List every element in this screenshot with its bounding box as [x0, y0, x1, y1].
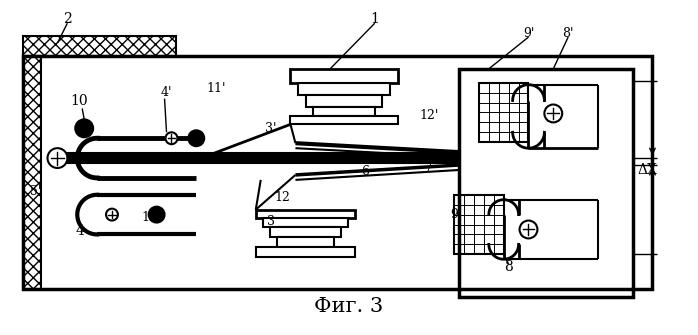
Text: 3': 3'	[265, 122, 276, 135]
Text: 12: 12	[274, 191, 290, 204]
Text: ΔX: ΔX	[637, 163, 658, 177]
Bar	[454, 195, 504, 254]
Bar	[23, 56, 40, 289]
Bar	[306, 94, 382, 107]
Text: 4: 4	[76, 224, 84, 239]
Text: 8': 8'	[563, 26, 574, 40]
Bar	[23, 36, 177, 56]
Text: 12': 12'	[419, 109, 439, 122]
Text: 6: 6	[361, 165, 369, 179]
Text: 1: 1	[371, 12, 379, 26]
Text: 9: 9	[450, 208, 458, 221]
Bar	[290, 69, 398, 83]
Circle shape	[544, 105, 562, 122]
Bar	[290, 117, 398, 124]
Text: 9': 9'	[523, 26, 534, 40]
Text: 11: 11	[142, 211, 158, 224]
Bar	[313, 107, 375, 117]
Circle shape	[165, 132, 177, 144]
Bar	[459, 69, 632, 297]
Bar	[479, 83, 528, 142]
Circle shape	[149, 207, 165, 222]
Text: 4': 4'	[161, 86, 172, 99]
Bar	[255, 247, 355, 257]
Bar	[255, 210, 355, 217]
Text: 10: 10	[70, 93, 88, 108]
Bar	[23, 56, 653, 289]
Text: 3: 3	[267, 215, 274, 228]
Bar	[269, 227, 341, 238]
Circle shape	[188, 130, 205, 146]
Bar	[276, 238, 334, 247]
Circle shape	[47, 148, 67, 168]
Text: 11': 11'	[207, 82, 226, 95]
Circle shape	[519, 220, 537, 239]
Text: 5': 5'	[30, 185, 41, 198]
Text: 7: 7	[425, 161, 433, 175]
Bar	[299, 83, 389, 94]
Circle shape	[106, 209, 118, 220]
Text: 2: 2	[63, 12, 72, 26]
Text: 8: 8	[504, 260, 513, 274]
Circle shape	[75, 119, 93, 137]
Bar	[262, 217, 348, 227]
Text: Фиг. 3: Фиг. 3	[314, 297, 384, 316]
